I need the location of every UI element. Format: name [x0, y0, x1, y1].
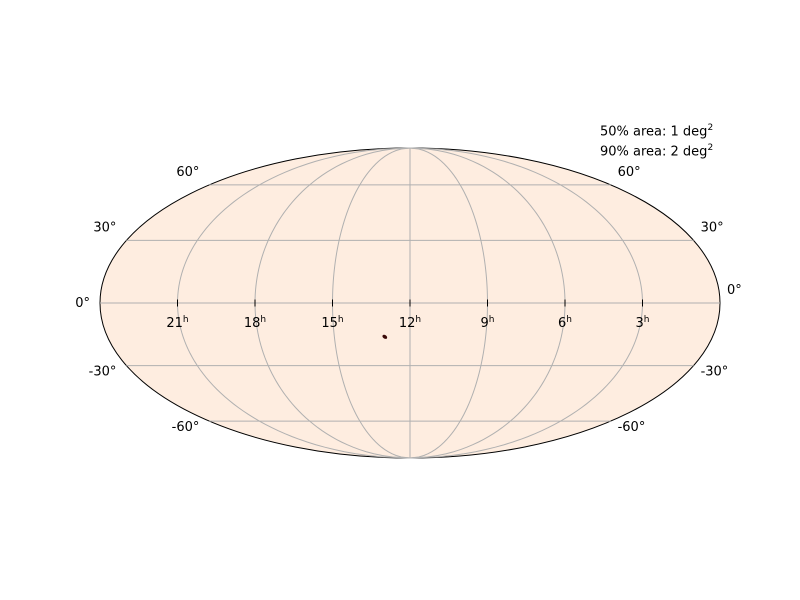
ra-tick-sup: h — [415, 315, 421, 325]
marker-layer — [382, 334, 388, 339]
ra-tick-sup: h — [566, 315, 572, 325]
localization-blob — [382, 334, 388, 339]
dec-tick-label-right: 0° — [727, 283, 742, 298]
dec-tick-label-right: -60° — [618, 420, 646, 435]
dec-tick-label-right: -30° — [701, 365, 729, 380]
area-90-line: 90% area: 2 deg2 — [600, 140, 713, 160]
ra-tick-value: 9 — [481, 316, 489, 331]
ra-tick-sup: h — [338, 315, 344, 325]
ra-tick-value: 15 — [321, 316, 338, 331]
ra-tick-sup: h — [183, 315, 189, 325]
tick-layer — [177, 299, 643, 307]
area-50-line: 50% area: 1 deg2 — [600, 120, 713, 140]
ra-tick-label: 21h — [166, 315, 188, 331]
ra-tick-value: 18 — [244, 316, 261, 331]
area-50-unit-sup: 2 — [707, 123, 714, 133]
ra-tick-label: 3h — [636, 315, 650, 331]
ra-tick-label: 6h — [558, 315, 572, 331]
dec-tick-label-right: 30° — [701, 220, 724, 235]
ra-tick-value: 6 — [558, 316, 566, 331]
ra-tick-label: 15h — [321, 315, 343, 331]
ra-tick-value: 21 — [166, 316, 183, 331]
ra-tick-sup: h — [644, 315, 650, 325]
area-50-text: 50% area: 1 deg — [600, 124, 708, 140]
ra-tick-value: 3 — [636, 316, 644, 331]
area-90-text: 90% area: 2 deg — [600, 144, 708, 160]
ra-tick-sup: h — [489, 315, 495, 325]
dec-tick-label-left: 0° — [75, 296, 90, 311]
dec-tick-label-left: -60° — [172, 420, 200, 435]
dec-tick-label-left: -30° — [89, 365, 117, 380]
dec-tick-label-left: 30° — [93, 220, 116, 235]
ra-tick-label: 12h — [399, 315, 421, 331]
dec-tick-label-left: 60° — [176, 165, 199, 180]
credible-area-info: 50% area: 1 deg2 90% area: 2 deg2 — [600, 120, 713, 161]
area-90-unit-sup: 2 — [707, 143, 714, 154]
dec-tick-label-right: 60° — [618, 165, 641, 180]
ra-tick-label: 18h — [244, 315, 266, 331]
ra-tick-sup: h — [260, 315, 266, 325]
ra-tick-label: 9h — [481, 315, 495, 331]
ra-tick-value: 12 — [399, 316, 416, 331]
